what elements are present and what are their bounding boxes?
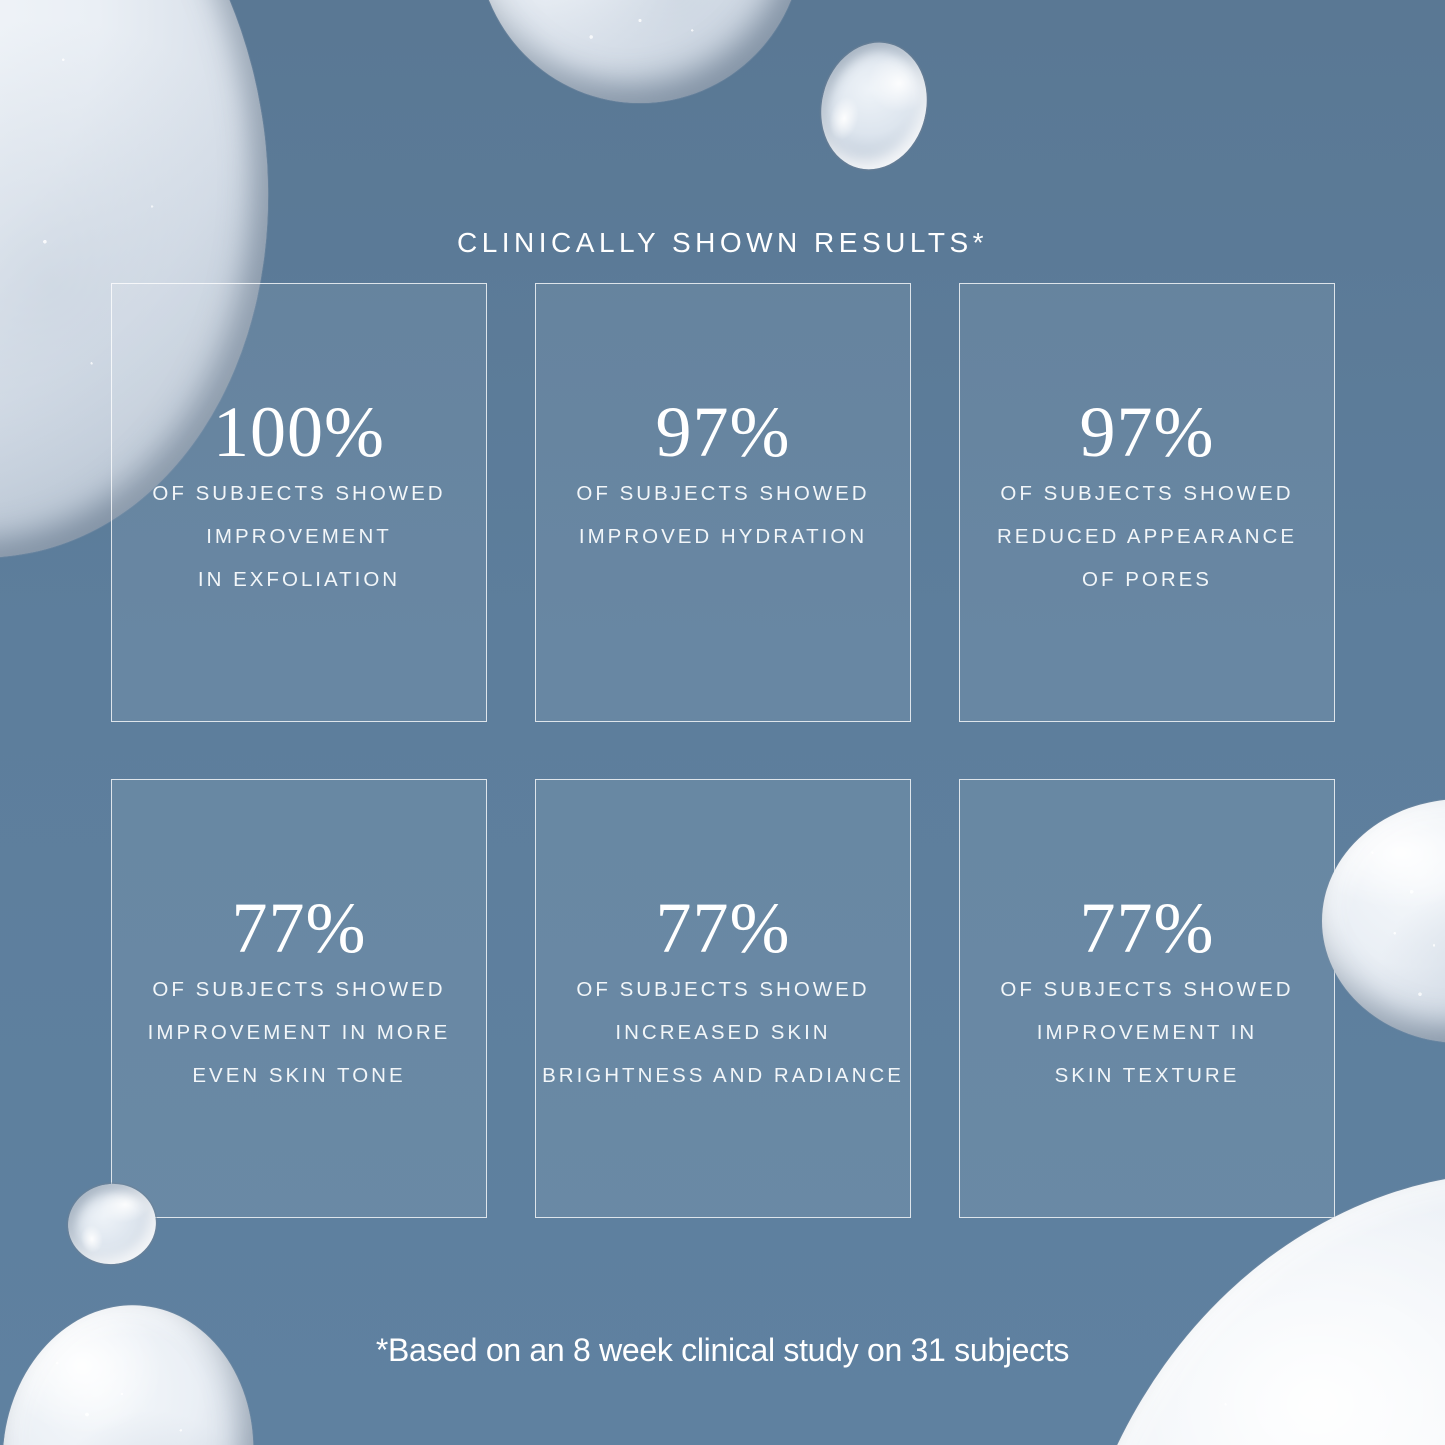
- stat-card-exfoliation: 100% OF SUBJECTS SHOWED IMPROVEMENT IN E…: [111, 283, 487, 722]
- stat-description-line: IMPROVEMENT: [206, 525, 392, 548]
- stat-value: 77%: [1079, 888, 1215, 968]
- stat-description-line: IN EXFOLIATION: [197, 568, 401, 591]
- stat-description-line: OF SUBJECTS SHOWED: [1000, 978, 1294, 1001]
- stat-description-line: OF SUBJECTS SHOWED: [576, 978, 870, 1001]
- stat-card-hydration: 97% OF SUBJECTS SHOWED IMPROVED HYDRATIO…: [535, 283, 911, 722]
- stat-description-line: REDUCED APPEARANCE: [996, 525, 1298, 548]
- stat-card-texture: 77% OF SUBJECTS SHOWED IMPROVEMENT IN SK…: [959, 779, 1335, 1218]
- water-droplet-top-center-icon: [477, 0, 803, 103]
- stat-description-line: SKIN TEXTURE: [1054, 1064, 1240, 1087]
- stat-description-line: IMPROVED HYDRATION: [578, 525, 868, 548]
- stat-description-line: IMPROVEMENT IN: [1036, 1021, 1258, 1044]
- stat-value: 97%: [1079, 392, 1215, 472]
- stat-card-brightness: 77% OF SUBJECTS SHOWED INCREASED SKIN BR…: [535, 779, 911, 1218]
- stat-description-line: OF SUBJECTS SHOWED: [1000, 482, 1294, 505]
- stat-description-line: OF PORES: [1082, 568, 1212, 591]
- stat-description-line: OF SUBJECTS SHOWED: [576, 482, 870, 505]
- water-droplet-right-icon: [1322, 799, 1445, 1043]
- page-title: CLINICALLY SHOWN RESULTS*: [456, 226, 989, 258]
- study-footnote: *Based on an 8 week clinical study on 31…: [375, 1332, 1070, 1368]
- stat-value: 100%: [213, 392, 385, 472]
- stat-card-skin-tone: 77% OF SUBJECTS SHOWED IMPROVEMENT IN MO…: [111, 779, 487, 1218]
- stat-description-line: IMPROVEMENT IN MORE: [147, 1021, 451, 1044]
- stat-description-line: OF SUBJECTS SHOWED: [152, 482, 446, 505]
- water-droplet-bottom-left-large-icon: [0, 1292, 268, 1445]
- stat-value: 77%: [655, 888, 791, 968]
- stat-description-line: EVEN SKIN TONE: [192, 1064, 406, 1087]
- stat-description-line: BRIGHTNESS AND RADIANCE: [542, 1064, 904, 1087]
- stat-value: 97%: [655, 392, 791, 472]
- stat-description-line: INCREASED SKIN: [615, 1021, 831, 1044]
- water-droplet-top-right-icon: [808, 31, 940, 181]
- stat-value: 77%: [231, 888, 367, 968]
- stat-card-pores: 97% OF SUBJECTS SHOWED REDUCED APPEARANC…: [959, 283, 1335, 722]
- stat-description-line: OF SUBJECTS SHOWED: [152, 978, 446, 1001]
